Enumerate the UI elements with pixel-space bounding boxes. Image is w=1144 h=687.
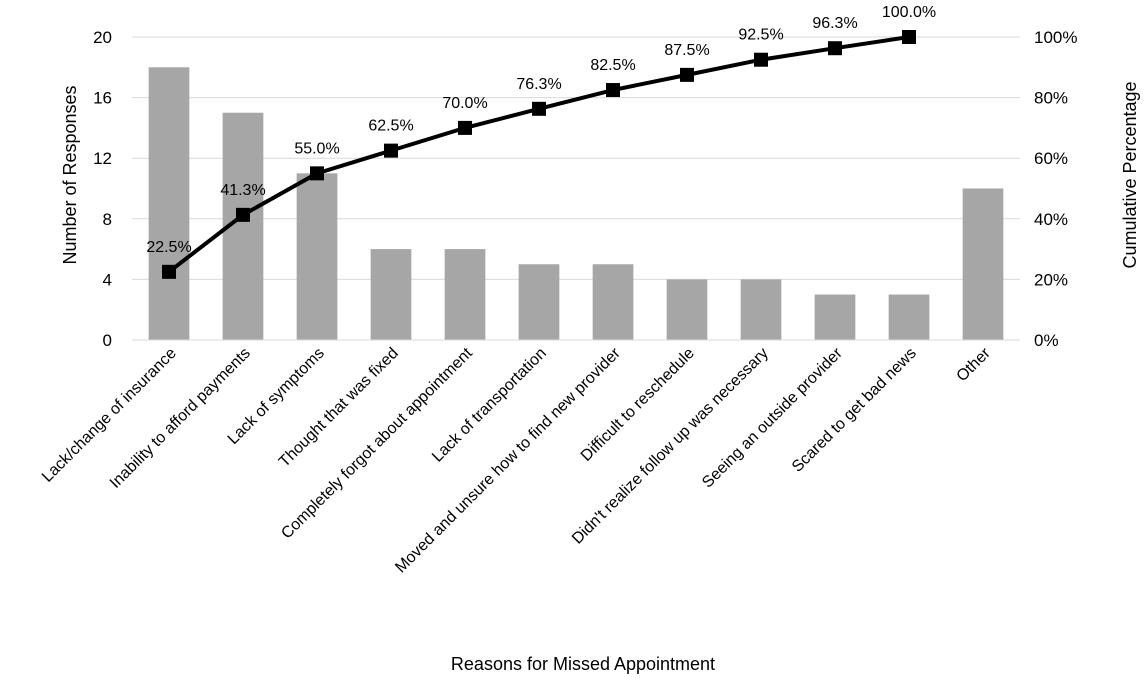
y-tick-label: 12 [93, 149, 112, 168]
bar [370, 249, 412, 340]
y-tick-label: 20 [93, 28, 112, 47]
y2-tick-label: 20% [1034, 270, 1068, 289]
category-label: Other [954, 344, 995, 385]
bar [740, 279, 782, 340]
bar [814, 294, 856, 340]
data-label: 96.3% [812, 15, 857, 32]
data-label: 41.3% [220, 182, 265, 199]
y-tick-label: 4 [103, 270, 112, 289]
data-label: 70.0% [442, 95, 487, 112]
data-label: 62.5% [368, 118, 413, 135]
category-label: Seeing an outside provider [699, 344, 846, 491]
bar [666, 279, 708, 340]
line-marker [754, 52, 768, 67]
cumulative-line [167, 35, 910, 274]
cumulative-line-series: 22.5% 41.3% 55.0% 62.5% 70.0% 76.3% 82.5% 87.5%… [146, 4, 936, 279]
bar [962, 188, 1004, 340]
data-label: 55.0% [294, 140, 339, 157]
bar [148, 67, 190, 341]
category-label: Inability to afford payments [107, 345, 254, 492]
y2-tick-label: 100% [1034, 28, 1077, 47]
line-marker [828, 41, 842, 56]
data-label: 100.0% [882, 4, 936, 21]
bar-series [148, 67, 1004, 341]
line-marker [310, 166, 324, 181]
line-marker [606, 83, 620, 98]
y-tick-label: 0 [103, 331, 112, 350]
line-marker [384, 143, 398, 158]
bar [518, 264, 560, 340]
data-label: 87.5% [664, 42, 709, 59]
y2-tick-label: 40% [1034, 210, 1068, 229]
line-marker [236, 207, 250, 222]
bar [592, 264, 634, 340]
line-marker [902, 30, 916, 44]
y-tick-label: 16 [93, 89, 112, 108]
line-marker [532, 101, 546, 116]
bar [888, 294, 930, 340]
line-marker [162, 264, 176, 279]
category-label: Thought that was fixed [276, 345, 402, 471]
gridlines [132, 36, 1020, 280]
line-marker [458, 120, 472, 135]
line-marker [680, 67, 694, 82]
x-axis-title: Reasons for Missed Appointment [451, 654, 715, 674]
data-label: 22.5% [146, 239, 191, 256]
data-label: 92.5% [738, 27, 783, 44]
category-label: Scared to get bad news [789, 345, 920, 476]
y2-tick-label: 0% [1034, 331, 1059, 350]
y2-tick-label: 80% [1034, 89, 1068, 108]
y2-tick-label: 60% [1034, 149, 1068, 168]
data-label: 82.5% [590, 57, 635, 74]
category-label: Lack/change of insurance [39, 345, 180, 486]
y-axis-title: Number of Responses [60, 85, 80, 264]
data-label: 76.3% [516, 76, 561, 93]
bar [296, 173, 338, 340]
y2-axis-title: Cumulative Percentage [1120, 81, 1140, 268]
y-tick-label: 8 [103, 210, 112, 229]
bar [444, 249, 486, 340]
